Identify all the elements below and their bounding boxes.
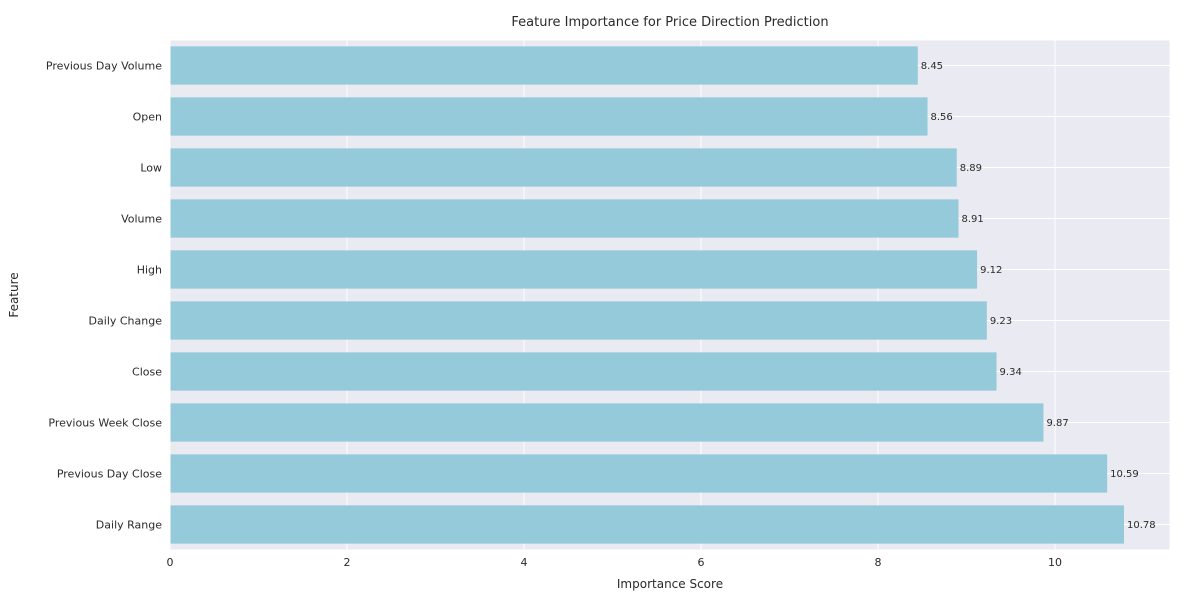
bar-value-label: 8.56 [931,112,953,123]
y-tick-label: Volume [121,212,162,225]
bar-value-label: 9.34 [1000,367,1022,378]
x-tick-labels: 0 2 4 6 8 10 [167,556,1062,569]
bar [170,199,958,237]
y-tick-label: Previous Day Close [57,467,162,480]
y-tick-label: Low [140,161,162,174]
chart-title: Feature Importance for Price Direction P… [511,15,828,30]
bar-value-label: 10.78 [1127,520,1156,531]
bar-value-label: 8.45 [921,61,943,72]
bar-value-label: 10.59 [1110,469,1139,480]
y-tick-label: Open [133,110,162,123]
bar [170,505,1124,543]
bar [170,454,1107,492]
x-tick-label: 6 [697,556,704,569]
bar-value-label: 9.87 [1046,418,1068,429]
x-tick-label: 10 [1048,556,1062,569]
y-tick-label: Daily Change [89,314,163,327]
y-tick-label: High [137,263,162,276]
bar [170,97,928,135]
bar-value-label: 8.89 [960,163,982,174]
bar [170,46,918,84]
bar-value-label: 8.91 [961,214,983,225]
x-tick-label: 8 [874,556,881,569]
x-tick-label: 4 [520,556,527,569]
bar [170,352,997,390]
x-tick-label: 2 [343,556,350,569]
y-tick-label: Previous Day Volume [46,59,162,72]
x-tick-label: 0 [167,556,174,569]
y-axis-label: Feature [7,272,21,317]
y-tick-label: Previous Week Close [48,416,162,429]
y-tick-label: Daily Range [96,518,162,531]
x-axis-label: Importance Score [617,577,723,591]
bar [170,148,957,186]
y-tick-labels: Previous Day Volume Open Low Volume High Dail… [46,59,162,531]
bar [170,403,1043,441]
y-tick-label: Close [132,365,162,378]
bar-value-label: 9.12 [980,265,1002,276]
bar-value-label: 9.23 [990,316,1012,327]
chart-svg: 8.45 8.56 8.89 8.91 9.12 9.23 9.34 9.87 10.59 10.… [0,0,1200,600]
bar [170,301,987,339]
bar [170,250,977,288]
feature-importance-chart: 8.45 8.56 8.89 8.91 9.12 9.23 9.34 9.87 10.59 10.… [0,0,1200,600]
